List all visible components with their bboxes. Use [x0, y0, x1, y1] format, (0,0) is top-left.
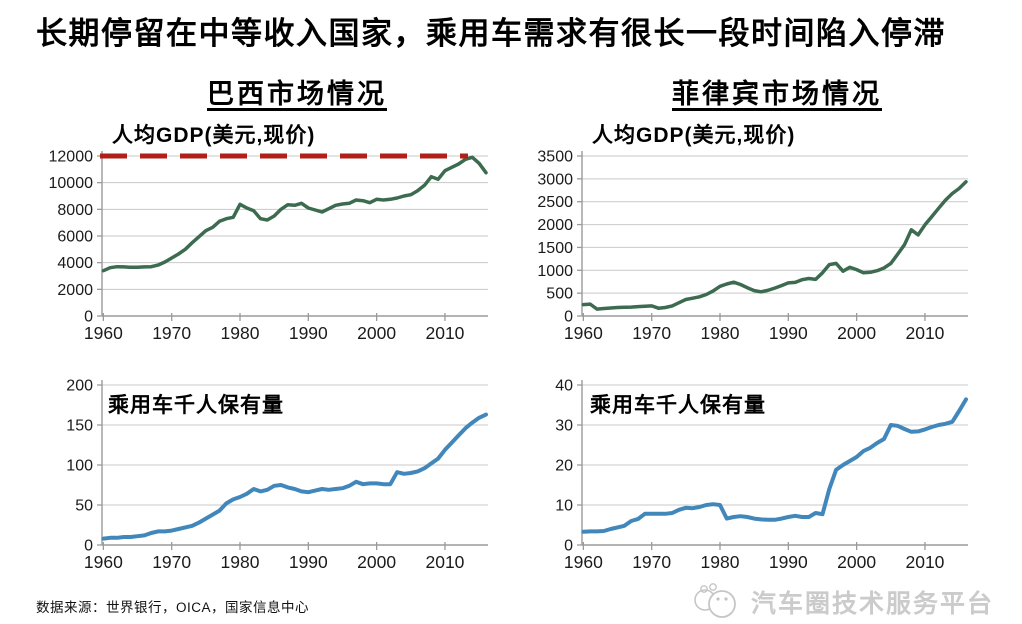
- svg-text:3000: 3000: [537, 171, 573, 188]
- svg-text:10: 10: [555, 498, 573, 515]
- brazil-cars-chart-label: 乘用车千人保有量: [108, 394, 284, 417]
- section-title-brazil: 巴西市场情况: [207, 79, 387, 109]
- svg-text:0: 0: [564, 538, 573, 555]
- svg-text:2000: 2000: [57, 282, 93, 299]
- data-source-note: 数据来源：世界银行，OICA，国家信息中心: [36, 600, 310, 615]
- svg-text:1980: 1980: [221, 552, 260, 572]
- svg-text:1970: 1970: [632, 323, 671, 343]
- svg-text:1990: 1990: [289, 552, 328, 572]
- philippines-cars-chart: 0 10 20 30 40 1960 1970 1980 1990 2000 2010: [555, 378, 968, 572]
- svg-text:40: 40: [555, 378, 573, 395]
- svg-text:2000: 2000: [837, 552, 876, 572]
- svg-text:2000: 2000: [357, 552, 396, 572]
- brazil-gdp-chart-label: 人均GDP(美元,现价): [112, 124, 316, 147]
- svg-text:1970: 1970: [152, 323, 191, 343]
- svg-text:500: 500: [546, 286, 573, 303]
- svg-text:1960: 1960: [84, 552, 123, 572]
- svg-text:1960: 1960: [564, 552, 603, 572]
- svg-text:1980: 1980: [701, 552, 740, 572]
- svg-text:200: 200: [66, 378, 93, 395]
- svg-text:1970: 1970: [152, 552, 191, 572]
- svg-text:12000: 12000: [49, 149, 94, 166]
- svg-text:1000: 1000: [537, 263, 573, 280]
- svg-text:2000: 2000: [537, 217, 573, 234]
- svg-text:1990: 1990: [769, 323, 808, 343]
- svg-text:1500: 1500: [537, 240, 573, 257]
- svg-text:2000: 2000: [837, 323, 876, 343]
- watermark-text: 汽车圈技术服务平台: [750, 590, 994, 618]
- svg-text:2010: 2010: [905, 323, 944, 343]
- svg-text:1990: 1990: [289, 323, 328, 343]
- svg-text:0: 0: [84, 538, 93, 555]
- watermark-logo-icon: [694, 583, 736, 618]
- svg-text:150: 150: [66, 418, 93, 435]
- page-title: 长期停留在中等收入国家，乘用车需求有很长一段时间陷入停滞: [36, 16, 946, 51]
- svg-text:1960: 1960: [84, 323, 123, 343]
- svg-text:8000: 8000: [57, 202, 93, 219]
- svg-text:1980: 1980: [221, 323, 260, 343]
- svg-text:4000: 4000: [57, 255, 93, 272]
- watermark: 汽车圈技术服务平台: [691, 582, 994, 622]
- philippines-gdp-chart: 0 500 1000 1500 2000 2500 3000 3500 1960 1970 1980…: [537, 149, 968, 343]
- svg-text:3500: 3500: [537, 149, 573, 166]
- svg-text:1980: 1980: [701, 323, 740, 343]
- svg-text:1960: 1960: [564, 323, 603, 343]
- section-title-philippines: 菲律宾市场情况: [672, 79, 882, 109]
- svg-text:6000: 6000: [57, 229, 93, 246]
- svg-text:0: 0: [564, 309, 573, 326]
- philippines-gdp-chart-label: 人均GDP(美元,现价): [592, 124, 796, 147]
- svg-text:2010: 2010: [425, 323, 464, 343]
- svg-text:10000: 10000: [49, 175, 94, 192]
- brazil-gdp-chart: 0 2000 4000 6000 8000 10000 12000 1960 1970 1980 1…: [49, 149, 488, 343]
- svg-text:20: 20: [555, 458, 573, 475]
- svg-text:30: 30: [555, 418, 573, 435]
- svg-text:1990: 1990: [769, 552, 808, 572]
- philippines-cars-chart-label: 乘用车千人保有量: [590, 394, 766, 417]
- brazil-cars-chart: 0 50 100 150 200 1960 1970 1980 1990 2000 2010: [66, 378, 488, 572]
- svg-text:0: 0: [84, 309, 93, 326]
- svg-text:50: 50: [75, 498, 93, 515]
- svg-text:2000: 2000: [357, 323, 396, 343]
- svg-text:1970: 1970: [632, 552, 671, 572]
- svg-text:2500: 2500: [537, 194, 573, 211]
- svg-text:100: 100: [66, 458, 93, 475]
- svg-text:2010: 2010: [425, 552, 464, 572]
- svg-text:2010: 2010: [905, 552, 944, 572]
